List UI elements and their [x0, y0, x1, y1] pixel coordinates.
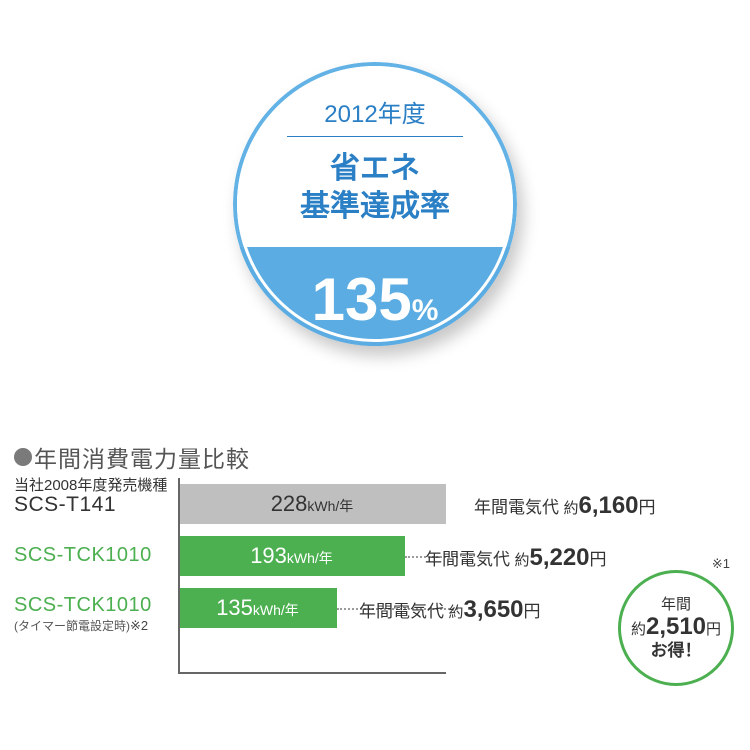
savings-amount: 2,510 [646, 613, 706, 640]
bar2-unit: kWh/年 [253, 602, 299, 618]
bar2-value: 135kWh/年 [216, 595, 299, 621]
bar1-unit: kWh/年 [287, 550, 333, 566]
cost-0: 年間電気代 約6,160円 [474, 492, 656, 520]
bar0-unit: kWh/年 [307, 498, 353, 514]
section-title: 年間消費電力量比較 [14, 440, 250, 474]
chart-axis [178, 672, 446, 674]
bar0-value: 228kWh/年 [271, 491, 354, 517]
cost2-approx: 約 [448, 604, 463, 621]
energy-badge: 2012年度 省エネ 基準達成率 135% [233, 62, 517, 346]
cost1-approx: 約 [514, 552, 529, 569]
savings-line2: 約2,510円 [631, 613, 721, 641]
cost2-amount: 3,650 [463, 596, 523, 623]
badge-main-text: 省エネ 基準達成率 [233, 150, 517, 225]
badge-line2: 基準達成率 [300, 190, 450, 223]
bar-1: 193kWh/年 [178, 536, 405, 576]
product2-note-wrap: (タイマー節電設定時)※2 [14, 617, 152, 634]
savings-line1: 年間 [661, 596, 691, 613]
cost0-prefix: 年間電気代 [474, 498, 559, 517]
savings-line3: お得！ [651, 641, 702, 661]
badge-divider [287, 136, 463, 137]
bar0-num: 228 [271, 491, 308, 516]
cost1-prefix: 年間電気代 [425, 550, 510, 569]
badge-line1: 省エネ [330, 152, 420, 185]
product2-model: SCS-TCK1010 [14, 594, 152, 617]
cost-1: 年間電気代 約5,220円 [425, 544, 607, 572]
cost0-unit: 円 [639, 498, 656, 517]
product-label-2: SCS-TCK1010 (タイマー節電設定時)※2 [14, 594, 152, 634]
badge-container: 2012年度 省エネ 基準達成率 135% [0, 62, 750, 346]
cost2-prefix: 年間電気代 [359, 602, 444, 621]
badge-percent-unit: % [412, 294, 439, 327]
bar1-num: 193 [250, 543, 287, 568]
cost0-approx: 約 [563, 500, 578, 517]
bullet-icon [14, 448, 32, 466]
product2-note: (タイマー節電設定時) [14, 619, 130, 633]
product0-model: SCS-T141 [14, 493, 167, 517]
bar-chart: 当社2008年度発売機種 SCS-T141 228kWh/年 年間電気代 約6,… [14, 478, 736, 680]
cost1-unit: 円 [590, 550, 607, 569]
cost1-amount: 5,220 [529, 544, 589, 571]
badge-percent-value: 135 [312, 266, 412, 333]
cost-2: 年間電気代 約3,650円 [359, 596, 541, 624]
savings-approx: 約 [631, 621, 646, 638]
cost2-unit: 円 [524, 602, 541, 621]
badge-year: 2012年度 [233, 94, 517, 129]
bar2-num: 135 [216, 595, 253, 620]
savings-ref: ※1 [712, 556, 730, 572]
section-title-text: 年間消費電力量比較 [34, 440, 250, 474]
bar-0: 228kWh/年 [178, 484, 446, 524]
badge-percent: 135% [233, 265, 517, 334]
bar1-value: 193kWh/年 [250, 543, 333, 569]
savings-unit: 円 [706, 621, 721, 638]
product-label-0: 当社2008年度発売機種 SCS-T141 [14, 478, 167, 517]
chart-area: 当社2008年度発売機種 SCS-T141 228kWh/年 年間電気代 約6,… [14, 478, 736, 680]
product2-ref: ※2 [130, 618, 148, 633]
product0-subtitle: 当社2008年度発売機種 [14, 478, 167, 493]
bar-2: 135kWh/年 [178, 588, 337, 628]
product1-model: SCS-TCK1010 [14, 544, 152, 567]
savings-badge: 年間 約2,510円 お得！ [618, 570, 734, 686]
product-label-1: SCS-TCK1010 [14, 544, 152, 567]
cost0-amount: 6,160 [578, 492, 638, 519]
